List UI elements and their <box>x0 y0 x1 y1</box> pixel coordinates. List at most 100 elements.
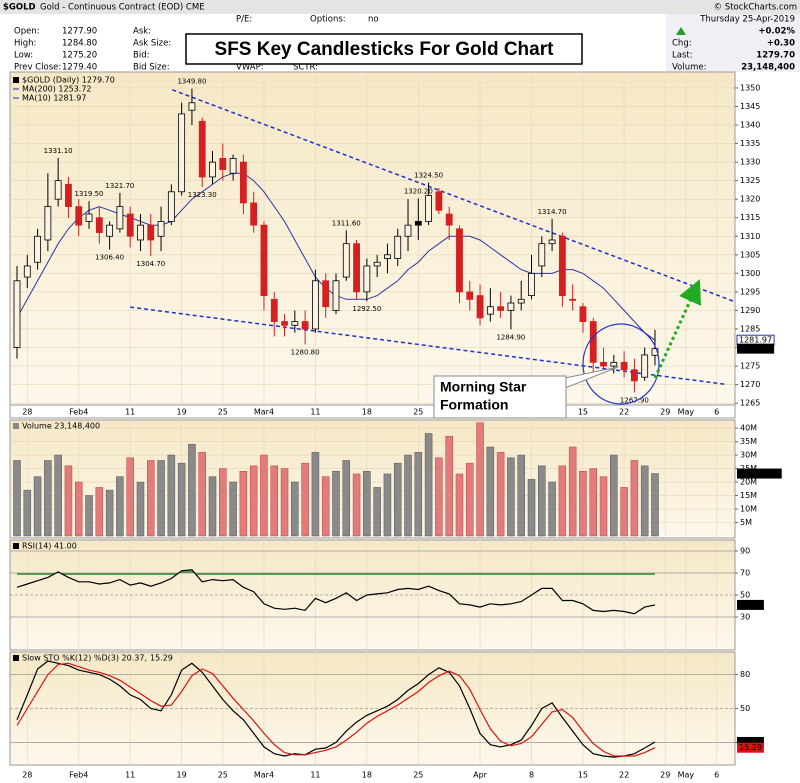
candle-body <box>466 291 474 300</box>
misc-label: no <box>368 15 379 25</box>
y-tick-label: 50 <box>740 704 750 713</box>
y-tick-label: 1270 <box>740 380 760 389</box>
quote-label: Prev Close: <box>14 63 61 73</box>
candle-body <box>342 243 350 278</box>
candle-body <box>384 254 391 259</box>
legend-swatch <box>13 543 19 549</box>
x-tick-label: 11 <box>125 408 135 417</box>
y-tick-label: 1310 <box>740 232 760 241</box>
volume-bar <box>157 460 165 537</box>
legend: Volume 23,148,400 <box>22 422 100 431</box>
candle-body <box>558 235 566 297</box>
candle-body <box>425 195 433 222</box>
stat-value: +0.30 <box>767 39 795 49</box>
x-tick-label: 15 <box>578 408 588 417</box>
quote-label: Open: <box>14 27 40 37</box>
volume-bar <box>589 468 597 537</box>
volume-bar <box>568 446 577 537</box>
volume-bar <box>85 495 93 537</box>
value-tag: 23148400 <box>739 469 780 478</box>
trendline <box>130 306 726 385</box>
candle-body <box>507 302 515 311</box>
legend-swatch <box>13 655 19 661</box>
y-tick-label: 15M <box>740 491 757 500</box>
volume-bar <box>188 444 196 537</box>
volume-bar <box>260 454 268 537</box>
volume-bar <box>414 452 423 537</box>
volume-bar <box>630 460 639 537</box>
quote-value: 1279.40 <box>62 63 97 73</box>
y-tick-label: 1330 <box>740 158 760 167</box>
volume-bar <box>270 465 278 537</box>
price-label: 1349.80 <box>177 78 206 86</box>
top-bar <box>0 0 800 14</box>
x-tick-label: 11 <box>310 408 320 417</box>
value-tag: 1279.70 <box>739 344 772 353</box>
y-tick-label: 1335 <box>740 139 760 148</box>
candle-body <box>353 243 360 293</box>
volume-bar <box>486 446 495 537</box>
volume-bar <box>54 454 62 537</box>
volume-bar <box>538 465 546 537</box>
legend: Slow STO %K(12) %D(3) 20.37, <box>22 654 147 663</box>
stat-label: Volume: <box>672 63 706 73</box>
candle-body <box>291 321 299 326</box>
price-label: 1284.90 <box>496 333 525 341</box>
x-tick-label: 18 <box>362 408 372 417</box>
volume-bar <box>640 465 649 537</box>
x-tick-label: 6 <box>714 408 719 417</box>
x-tick-label: Mar4 <box>254 408 274 417</box>
x-tick-label: Mar4 <box>254 771 274 780</box>
change-pct: +0.02% <box>758 27 795 37</box>
value-tag-bg <box>737 599 764 610</box>
candle-body <box>44 206 52 241</box>
candle-body <box>13 280 21 348</box>
candle-body <box>75 206 83 226</box>
book-label: Bid Size: <box>133 63 170 73</box>
value-tag-bg <box>737 736 764 747</box>
x-tick-label: 19 <box>177 408 187 417</box>
candle-body <box>497 306 505 311</box>
candle-body <box>147 224 155 241</box>
value-tag: 15.29 <box>739 743 762 752</box>
volume-bar <box>198 452 206 537</box>
x-tick-label: 29 <box>660 771 670 780</box>
legend: MA(200) 1253.72 <box>22 85 92 94</box>
book-label: Ask Size: <box>133 39 171 49</box>
candle-body <box>538 243 546 267</box>
y-tick-label: 35M <box>740 437 757 446</box>
candle-body <box>116 206 124 230</box>
x-tick-label: Feb4 <box>69 771 88 780</box>
volume-bar <box>280 468 289 537</box>
value-tag: 41.00 <box>739 600 762 609</box>
copyright: © StockCharts.com <box>714 3 797 13</box>
candle-body <box>569 298 577 301</box>
misc-label: SCTR: <box>293 63 318 73</box>
volume-bar <box>74 481 83 537</box>
x-tick-label: Feb4 <box>69 408 88 417</box>
value-tag-bg <box>737 742 764 753</box>
symbol-name: Gold - Continuous Contract (EOD) CME <box>40 3 205 13</box>
volume-bar <box>579 471 587 537</box>
candle-body <box>610 361 618 367</box>
callout-line: Formation <box>440 397 508 413</box>
legend-swatch <box>13 77 19 83</box>
candle-body <box>641 354 649 378</box>
value-tag: 20.37 <box>739 737 762 746</box>
candle-body <box>476 295 484 319</box>
volume-bar <box>13 460 21 537</box>
candle-body <box>435 191 443 211</box>
volume-bar <box>445 435 453 537</box>
candle-body <box>486 306 494 315</box>
highlight-circle <box>582 323 660 405</box>
candle-body <box>620 361 628 371</box>
y-tick-label: 50 <box>740 591 750 600</box>
candle-body <box>528 272 535 297</box>
candle-body <box>631 369 638 382</box>
x-tick-label: 22 <box>619 408 629 417</box>
candle-body <box>157 221 165 237</box>
price-label: 1323.30 <box>188 191 217 199</box>
candle-body <box>589 321 597 363</box>
volume-bar <box>620 487 628 537</box>
